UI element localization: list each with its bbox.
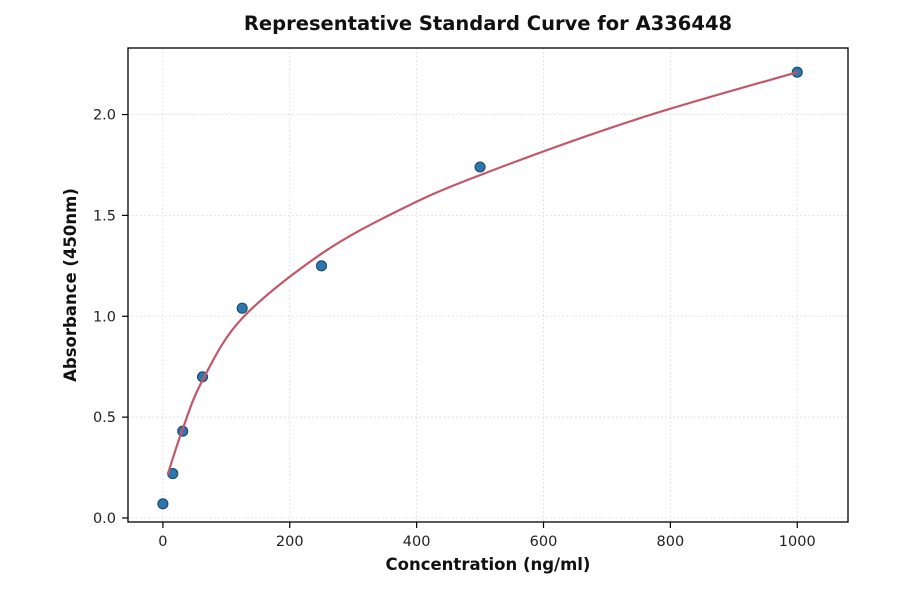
x-tick-label: 1000 — [779, 534, 816, 550]
fit-curve — [166, 71, 799, 475]
y-axis-label: Absorbance (450nm) — [61, 188, 80, 382]
x-axis-label: Concentration (ng/ml) — [386, 555, 591, 574]
x-tick-label: 400 — [403, 534, 431, 550]
x-tick-label: 0 — [158, 534, 167, 550]
data-point — [236, 302, 248, 314]
data-point — [315, 260, 328, 272]
y-tick-label: 0.0 — [93, 511, 116, 527]
chart-title: Representative Standard Curve for A33644… — [244, 12, 732, 35]
x-tick-label: 200 — [276, 534, 304, 550]
x-tick-label: 600 — [530, 534, 558, 550]
plot-border — [127, 47, 849, 523]
x-tick-label: 800 — [657, 534, 685, 550]
data-point — [157, 498, 169, 510]
y-tick-label: 2.0 — [93, 108, 116, 124]
y-tick-label: 0.5 — [93, 410, 116, 426]
y-tick-label: 1.0 — [93, 309, 116, 325]
data-point — [474, 161, 486, 173]
y-tick-label: 1.5 — [93, 208, 116, 224]
